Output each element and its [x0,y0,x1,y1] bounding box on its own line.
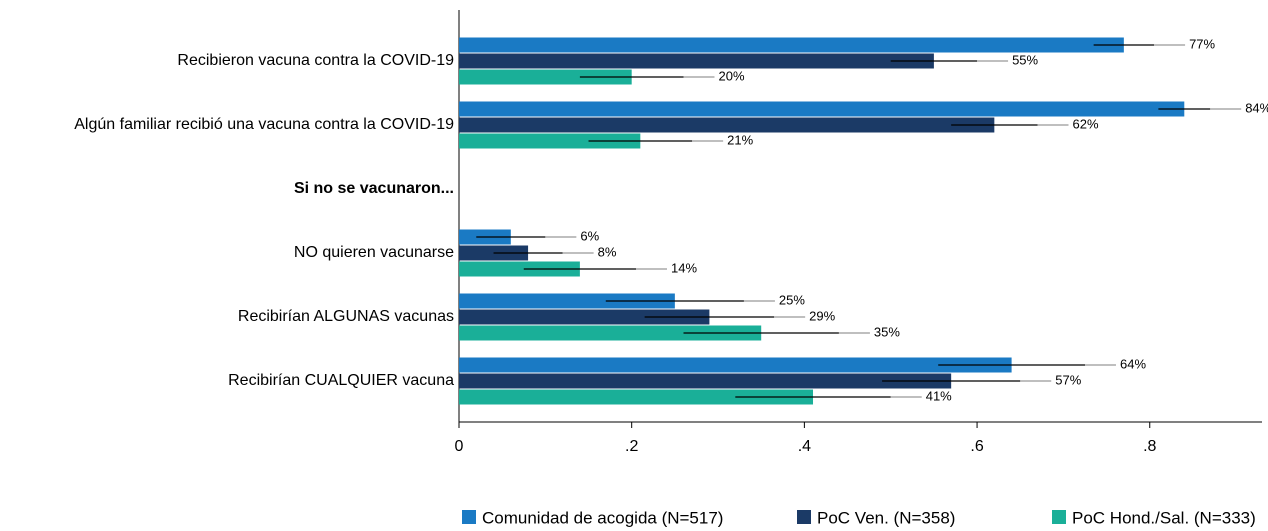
bar [459,357,1012,373]
value-label: 21% [727,132,753,147]
value-label: 25% [779,292,805,307]
value-label: 64% [1120,356,1146,371]
value-label: 29% [809,308,835,323]
x-tick-label: .2 [625,438,638,455]
category-label: Algún familiar recibió una vacuna contra… [74,116,454,133]
x-tick-label: 0 [455,438,464,455]
value-label: 35% [874,324,900,339]
bar [459,373,952,389]
bar [459,293,675,309]
value-label: 8% [598,244,617,259]
category-label: NO quieren vacunarse [294,244,454,261]
value-label: 55% [1012,52,1038,67]
legend-label: PoC Hond./Sal. (N=333) [1072,508,1256,527]
x-tick-label: .6 [970,438,983,455]
value-label: 20% [718,68,744,83]
category-label: Recibieron vacuna contra la COVID-19 [177,52,454,69]
bar [459,389,814,405]
bar [459,325,762,341]
bar [459,37,1124,53]
x-tick-label: .4 [798,438,811,455]
value-label: 77% [1189,36,1215,51]
bar [459,261,580,277]
value-label: 57% [1055,372,1081,387]
x-tick-label: .8 [1143,438,1156,455]
value-label: 41% [926,388,952,403]
legend-swatch [1052,510,1066,524]
bar [459,309,710,325]
bar [459,133,641,149]
value-label: 84% [1245,100,1268,115]
bar [459,69,632,85]
legend-swatch [462,510,476,524]
value-label: 62% [1073,116,1099,131]
legend-label: Comunidad de acogida (N=517) [482,508,723,527]
category-label: Si no se vacunaron... [294,180,454,197]
category-label: Recibirían ALGUNAS vacunas [238,308,454,325]
value-label: 6% [580,228,599,243]
value-label: 14% [671,260,697,275]
legend-swatch [797,510,811,524]
bar [459,101,1185,117]
bar [459,117,995,133]
bar [459,53,934,69]
legend-label: PoC Ven. (N=358) [817,508,955,527]
category-label: Recibirían CUALQUIER vacuna [228,372,454,389]
